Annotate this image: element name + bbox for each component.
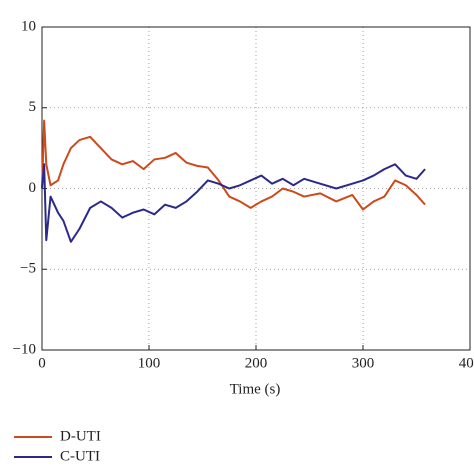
- x-tick-label: 0: [38, 355, 46, 371]
- x-tick-label: 400: [459, 355, 474, 371]
- line-series: [41, 163, 426, 243]
- y-tick-label: 5: [29, 99, 37, 115]
- y-tick-label: 10: [21, 18, 36, 34]
- x-tick-label: 300: [352, 355, 375, 371]
- line-series: [41, 119, 426, 211]
- y-tick-label: 0: [29, 180, 37, 196]
- y-tick-label: −5: [20, 261, 36, 277]
- x-tick-label: 200: [245, 355, 268, 371]
- legend-label: D-UTI: [60, 428, 101, 444]
- x-tick-label: 100: [138, 355, 161, 371]
- legend-label: C-UTI: [60, 448, 100, 464]
- y-tick-label: −10: [13, 341, 36, 357]
- x-axis-label: Time (s): [230, 381, 281, 397]
